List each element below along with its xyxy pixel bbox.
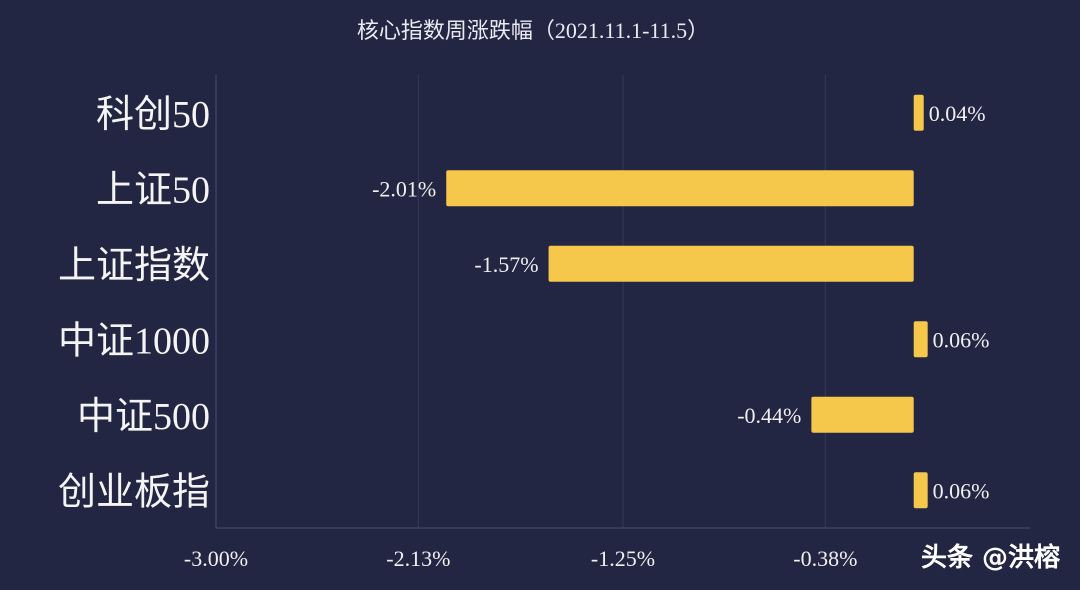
category-label: 中证500 xyxy=(77,396,210,438)
value-label: -2.01% xyxy=(372,176,436,201)
bar-0 xyxy=(913,94,924,131)
category-label: 创业板指 xyxy=(58,471,210,513)
value-label: -1.57% xyxy=(474,252,538,277)
bar-2 xyxy=(548,245,914,282)
value-label: 0.06% xyxy=(933,327,990,352)
category-label: 上证指数 xyxy=(58,245,210,287)
x-tick-label: -3.00% xyxy=(184,546,248,571)
bar-3 xyxy=(913,321,928,358)
bar-4 xyxy=(811,396,914,433)
bar-1 xyxy=(446,170,914,207)
x-tick-label: -1.25% xyxy=(591,546,655,571)
x-tick-label: -2.13% xyxy=(386,546,450,571)
watermark-text: 头条 @洪榕 xyxy=(921,542,1061,573)
value-label: 0.06% xyxy=(933,478,990,503)
category-label: 科创50 xyxy=(96,94,210,136)
grid-layer xyxy=(215,75,1030,529)
x-tick-label: -0.38% xyxy=(793,546,857,571)
value-label: 0.04% xyxy=(929,101,986,126)
bar-5 xyxy=(913,472,928,509)
category-label: 中证1000 xyxy=(58,320,210,362)
bar-layer xyxy=(446,94,928,509)
value-label: -0.44% xyxy=(737,403,801,428)
category-label: 上证50 xyxy=(96,169,210,211)
chart-title: 核心指数周涨跌幅（2021.11.1-11.5） xyxy=(357,18,709,43)
label-layer: -3.00% -2.13% -1.25% -0.38% 科创50 0.04% 上证50 -2.… xyxy=(58,94,990,571)
